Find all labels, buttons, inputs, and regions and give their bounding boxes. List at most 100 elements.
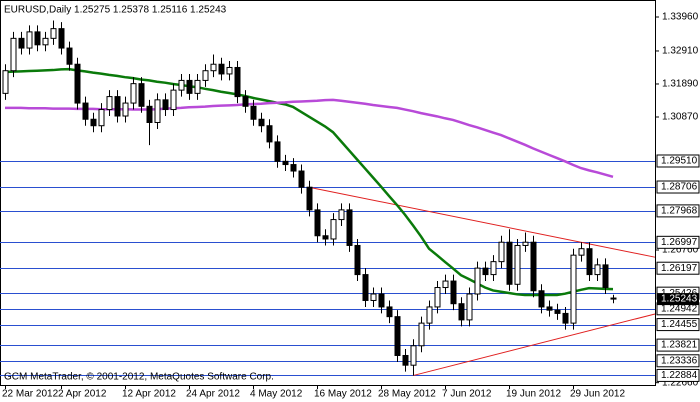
level-label-box xyxy=(656,180,700,194)
candle-body xyxy=(146,105,153,123)
candle-body xyxy=(522,241,529,246)
level-label-box xyxy=(656,204,700,218)
trendline xyxy=(412,313,656,377)
candle-body xyxy=(242,96,249,107)
candle-body xyxy=(434,287,441,308)
candle-body xyxy=(546,306,553,311)
candle-body xyxy=(354,244,361,276)
candle-body xyxy=(82,102,89,120)
level-label: 1.22884 xyxy=(661,370,698,381)
x-tick-label: 19 Jun 2012 xyxy=(506,389,561,400)
y-tick-label: 1.32910 xyxy=(662,46,699,57)
candle-body xyxy=(290,164,297,172)
candle-body xyxy=(250,105,257,120)
candle-body xyxy=(538,290,545,308)
candle-body xyxy=(234,66,241,98)
candle-body xyxy=(306,186,313,211)
trendline xyxy=(308,186,656,258)
candle-body xyxy=(106,96,113,111)
candle-body xyxy=(90,118,97,127)
level-label: 1.26197 xyxy=(661,263,698,274)
candle-body xyxy=(530,241,537,292)
candle-body xyxy=(274,141,281,162)
candle-body xyxy=(18,37,25,49)
candle-body xyxy=(186,79,193,94)
candle-body xyxy=(466,293,473,321)
candle-body xyxy=(170,89,177,111)
candle-body xyxy=(226,66,233,75)
level-label-box xyxy=(656,338,700,352)
candle-body xyxy=(450,280,457,305)
level-label: 1.24455 xyxy=(661,319,698,330)
level-label: 1.29510 xyxy=(661,156,698,167)
candle-body xyxy=(98,109,105,127)
candle-body xyxy=(474,267,481,295)
candle-body xyxy=(578,248,585,256)
candle-body xyxy=(282,160,289,166)
level-label-box xyxy=(656,261,700,275)
x-tick-label: 4 May 2012 xyxy=(250,389,303,400)
level-label: 1.23821 xyxy=(661,340,698,351)
candle-body xyxy=(162,99,169,111)
x-tick-label: 24 Apr 2012 xyxy=(186,389,240,400)
y-tick-label: 1.33960 xyxy=(662,12,699,23)
candle-body xyxy=(298,170,305,188)
candle-body xyxy=(218,63,225,75)
candle-body xyxy=(130,83,137,104)
candle-body xyxy=(42,37,49,46)
candle-body xyxy=(34,31,41,46)
candle-body xyxy=(402,354,409,366)
candle-body xyxy=(554,309,561,314)
moving-average xyxy=(4,67,614,297)
candle-body xyxy=(26,31,33,49)
candle-body xyxy=(138,83,145,107)
candle-body xyxy=(610,297,617,300)
candle-body xyxy=(266,125,273,143)
candle-body xyxy=(362,274,369,301)
candle-body xyxy=(202,70,209,81)
candle-body xyxy=(586,248,593,276)
candle-body xyxy=(562,312,569,324)
candle-body xyxy=(330,219,337,240)
candle-body xyxy=(506,241,513,285)
level-label: 1.23336 xyxy=(661,355,698,366)
copyright: GCM MetaTrader, © 2001-2012, MetaQuotes … xyxy=(4,372,274,383)
candle-body xyxy=(386,306,393,318)
candle-body xyxy=(338,209,345,221)
candle-body xyxy=(458,303,465,321)
x-tick-label: 22 Mar 2012 xyxy=(2,389,59,400)
candle-body xyxy=(410,345,417,366)
candle-body xyxy=(498,241,505,263)
candle-body xyxy=(314,209,321,237)
candle-body xyxy=(10,37,17,72)
moving-average xyxy=(5,98,614,179)
candle-body xyxy=(178,79,185,91)
level-label-box xyxy=(656,368,700,382)
level-label-box xyxy=(656,318,700,332)
candle-body xyxy=(122,102,129,117)
candle-body xyxy=(602,264,609,289)
candle-body xyxy=(442,280,449,289)
candle-body xyxy=(2,70,9,94)
candle-body xyxy=(258,118,265,127)
candle-body xyxy=(418,322,425,347)
level-label: 1.27968 xyxy=(661,206,698,217)
candle-body xyxy=(490,261,497,276)
x-tick-label: 16 May 2012 xyxy=(314,389,372,400)
candle-body xyxy=(370,293,377,301)
candle-body xyxy=(594,264,601,276)
x-tick-label: 29 Jun 2012 xyxy=(570,389,625,400)
candle-body xyxy=(154,99,161,123)
level-label: 1.24942 xyxy=(661,303,698,314)
candle-body xyxy=(58,28,65,49)
chart-title: EURUSD,Daily 1.25275 1.25378 1.25116 1.2… xyxy=(4,5,227,16)
x-tick-label: 7 Jun 2012 xyxy=(442,389,492,400)
level-label-box xyxy=(656,235,700,249)
candle-body xyxy=(194,79,201,94)
candle-body xyxy=(50,28,57,39)
x-tick-label: 28 May 2012 xyxy=(378,389,436,400)
candle-body xyxy=(210,63,217,72)
candle-body xyxy=(570,254,577,324)
